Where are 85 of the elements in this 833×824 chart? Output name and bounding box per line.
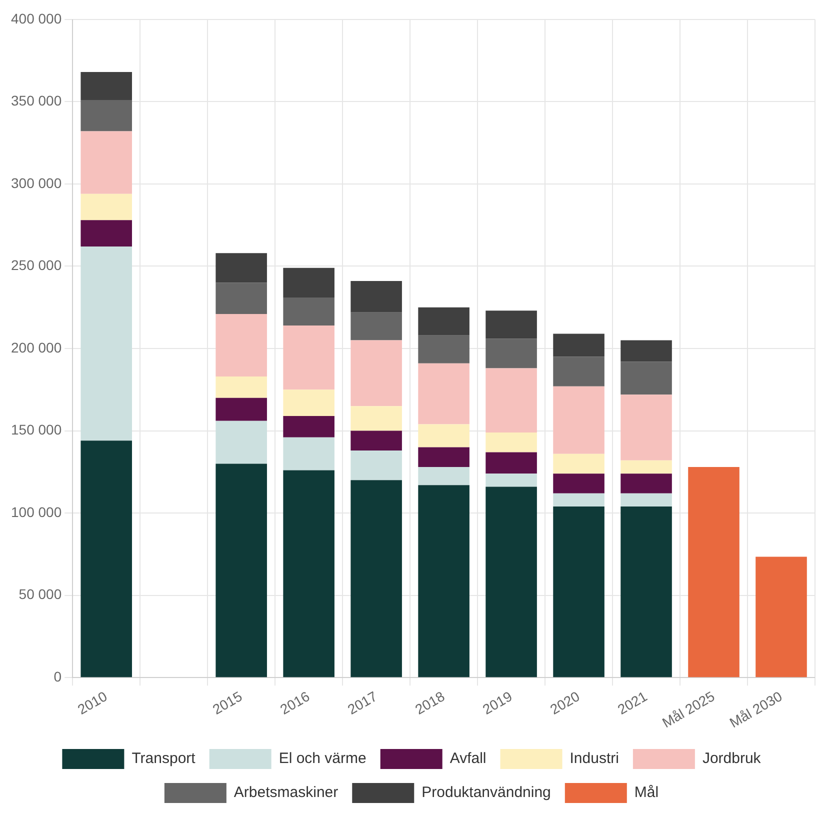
y-tick-label: 50 000 xyxy=(18,586,62,602)
bar xyxy=(350,281,402,312)
bar xyxy=(80,246,132,441)
bar xyxy=(216,253,267,283)
bar xyxy=(350,450,402,480)
bar xyxy=(553,334,604,357)
bar xyxy=(486,452,537,474)
bar xyxy=(283,470,334,678)
x-tick-label: 2021 xyxy=(614,688,650,718)
legend-label: Arbetsmaskiner xyxy=(234,784,338,802)
legend-label: Jordbruk xyxy=(702,750,762,768)
bar xyxy=(486,368,537,432)
bar xyxy=(216,398,267,421)
bar xyxy=(553,386,604,454)
bar xyxy=(553,474,604,494)
y-tick-label: 400 000 xyxy=(10,10,62,26)
bar xyxy=(283,437,334,470)
bar xyxy=(283,268,334,298)
bar xyxy=(80,194,132,220)
x-tick-label: Mål 2030 xyxy=(726,688,785,731)
bar xyxy=(283,416,334,438)
bar xyxy=(80,72,132,100)
legend-label: Industri xyxy=(570,750,619,768)
bar xyxy=(620,460,672,474)
bar xyxy=(486,310,537,339)
bar xyxy=(620,493,672,507)
y-tick-label: 150 000 xyxy=(10,422,62,438)
bar xyxy=(283,325,334,390)
x-tick-label: 2015 xyxy=(210,688,245,718)
bar xyxy=(486,486,537,678)
legend-label: Transport xyxy=(132,750,196,768)
bar xyxy=(80,131,132,194)
x-tick-label: 2010 xyxy=(74,688,110,718)
legend-label: Avfall xyxy=(450,750,486,768)
bar xyxy=(216,420,267,464)
x-tick-label: 2016 xyxy=(277,688,312,718)
bar xyxy=(486,474,537,487)
bar xyxy=(486,338,537,368)
x-tick-label: Mål 2025 xyxy=(659,688,718,731)
bar xyxy=(80,100,132,132)
bar xyxy=(350,430,402,451)
bar xyxy=(620,340,672,362)
bar xyxy=(418,335,470,364)
bar xyxy=(80,220,132,246)
bar xyxy=(283,298,334,326)
bar xyxy=(620,362,672,395)
legend-label: Mål xyxy=(634,784,659,802)
legend-label: Produktanvändning xyxy=(422,784,551,802)
bar xyxy=(283,390,334,416)
bar xyxy=(756,556,807,678)
bar xyxy=(216,464,267,678)
y-tick-label: 200 000 xyxy=(10,339,62,356)
y-tick-label: 100 000 xyxy=(10,504,62,520)
bar xyxy=(620,474,672,494)
bar xyxy=(553,493,604,507)
bar xyxy=(688,467,740,678)
bar xyxy=(418,363,470,424)
bar xyxy=(486,432,537,452)
bar xyxy=(553,356,604,386)
bar xyxy=(350,406,402,431)
bar xyxy=(418,447,470,468)
x-tick-label: 2020 xyxy=(547,688,582,718)
bar xyxy=(553,506,604,678)
bar xyxy=(620,506,672,678)
bar xyxy=(620,394,672,460)
bar xyxy=(80,440,132,678)
bar xyxy=(418,467,470,486)
bar xyxy=(418,424,470,448)
y-tick-label: 300 000 xyxy=(10,174,62,191)
y-tick-label: 0 xyxy=(54,668,62,685)
x-tick-label: 2018 xyxy=(412,688,448,718)
y-tick-label: 350 000 xyxy=(10,92,62,109)
bar xyxy=(553,454,604,474)
bar xyxy=(350,340,402,406)
bar xyxy=(350,312,402,340)
bar xyxy=(216,376,267,398)
bar xyxy=(216,314,267,377)
bar xyxy=(418,307,470,336)
bar xyxy=(216,282,267,314)
x-tick-label: 2019 xyxy=(480,688,515,718)
bar xyxy=(350,480,402,678)
y-tick-label: 250 000 xyxy=(10,257,62,274)
bar xyxy=(418,485,470,678)
x-tick-label: 2017 xyxy=(344,688,380,718)
legend-label: El och värme xyxy=(278,750,366,768)
